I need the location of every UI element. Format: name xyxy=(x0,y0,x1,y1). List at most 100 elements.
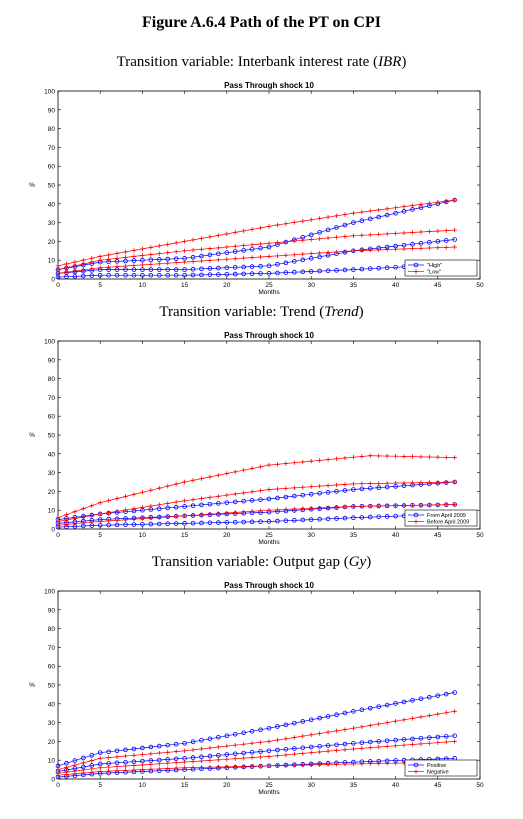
series-marker xyxy=(207,495,213,500)
series-marker xyxy=(241,248,246,253)
series-marker xyxy=(190,254,196,260)
series-marker xyxy=(384,744,390,749)
series-marker xyxy=(131,517,137,522)
x-axis-label: Months xyxy=(258,789,280,796)
series-marker xyxy=(376,214,382,220)
series-marker xyxy=(241,228,246,234)
panel-1-subtitle: Transition variable: Interbank interest … xyxy=(116,54,407,70)
series-marker xyxy=(123,753,128,759)
series-marker xyxy=(334,482,339,488)
series-marker xyxy=(393,760,398,766)
series-marker xyxy=(140,257,145,263)
series-marker xyxy=(165,250,170,255)
series-marker xyxy=(334,456,339,462)
series-marker xyxy=(325,268,331,274)
series-marker xyxy=(393,718,398,724)
series-marker xyxy=(266,748,272,754)
series-marker xyxy=(224,257,229,262)
series-marker xyxy=(140,516,145,521)
series-marker xyxy=(224,752,230,757)
series-marker xyxy=(368,503,373,509)
series-marker xyxy=(342,515,348,521)
series-marker xyxy=(89,758,94,763)
x-axis-label: Months xyxy=(258,289,280,296)
series-marker xyxy=(106,272,111,278)
series-marker xyxy=(131,767,137,773)
series-4 xyxy=(55,453,457,520)
series-marker xyxy=(275,737,280,743)
series-marker xyxy=(300,459,305,465)
series-marker xyxy=(165,521,171,527)
series-marker xyxy=(81,514,86,520)
series-marker xyxy=(156,272,162,278)
series-marker xyxy=(300,485,305,490)
series-marker xyxy=(317,483,322,489)
series-marker xyxy=(258,254,263,260)
series-marker xyxy=(292,763,297,768)
series-marker xyxy=(317,762,322,767)
series-marker xyxy=(342,747,348,752)
series-marker xyxy=(376,453,381,459)
series-marker xyxy=(224,757,229,762)
series-marker xyxy=(444,739,449,745)
series-marker xyxy=(452,733,457,739)
series-marker xyxy=(384,720,390,725)
legend: "High""Low" xyxy=(404,259,478,277)
series-marker xyxy=(410,480,415,485)
series-marker xyxy=(401,204,407,209)
series-marker xyxy=(207,272,213,277)
legend-marker xyxy=(413,269,419,274)
series-marker xyxy=(275,486,280,492)
series-marker xyxy=(72,771,78,776)
series-line xyxy=(57,239,455,274)
series-marker xyxy=(443,691,449,697)
y-tick-label: 80 xyxy=(48,626,56,633)
series-marker xyxy=(241,730,246,736)
series-marker xyxy=(232,519,238,525)
chart-title: Pass Through shock 10 xyxy=(224,81,314,90)
series-marker xyxy=(427,245,432,251)
series-marker xyxy=(258,727,263,733)
series-marker xyxy=(427,502,432,508)
series-marker xyxy=(165,514,170,520)
series-marker xyxy=(292,252,297,257)
series-line xyxy=(57,692,455,767)
series-marker xyxy=(435,454,440,460)
series-marker xyxy=(258,271,263,276)
series-marker xyxy=(199,253,204,259)
series-marker xyxy=(182,740,187,746)
series-marker xyxy=(81,770,86,776)
series-marker xyxy=(224,471,229,476)
series-marker xyxy=(131,522,137,527)
x-tick-label: 35 xyxy=(350,532,358,539)
series-marker xyxy=(140,267,145,272)
series-marker xyxy=(401,246,407,252)
series-marker xyxy=(452,502,457,507)
series-marker xyxy=(384,265,390,271)
series-marker xyxy=(232,271,238,277)
series-line xyxy=(57,735,455,772)
series-marker xyxy=(376,481,381,486)
series-marker xyxy=(224,520,230,525)
series-marker xyxy=(435,740,440,745)
series-marker xyxy=(207,501,213,507)
x-tick-label: 0 xyxy=(56,782,60,789)
series-marker xyxy=(165,501,170,506)
series-marker xyxy=(359,481,365,486)
x-tick-label: 30 xyxy=(308,282,316,289)
series-marker xyxy=(190,520,196,526)
series-marker xyxy=(241,764,246,769)
series-marker xyxy=(308,269,314,274)
series-marker xyxy=(342,741,348,747)
series-marker xyxy=(309,750,314,755)
x-tick-label: 15 xyxy=(181,782,189,789)
series-marker xyxy=(393,264,398,270)
x-tick-label: 25 xyxy=(265,532,273,539)
series-marker xyxy=(173,504,179,510)
series-marker xyxy=(106,518,111,524)
series-marker xyxy=(334,742,339,748)
series-marker xyxy=(64,522,69,527)
series-marker xyxy=(275,747,280,753)
series-marker xyxy=(131,746,137,752)
series-marker xyxy=(384,206,390,212)
